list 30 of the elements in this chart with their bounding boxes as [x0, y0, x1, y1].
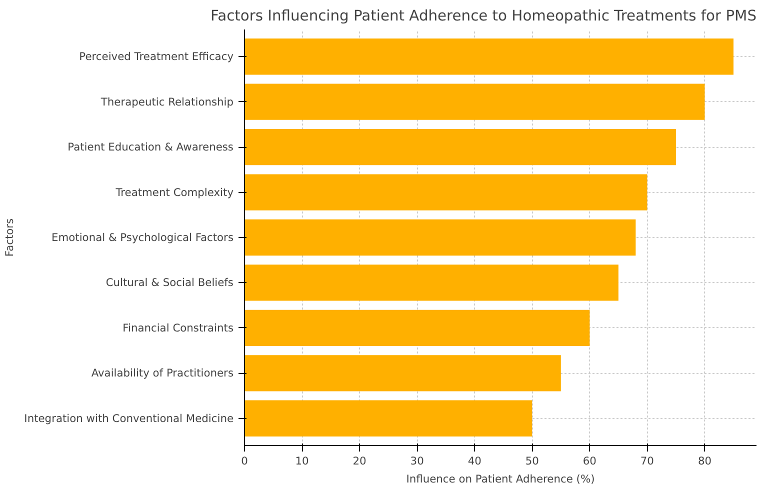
y-tick-label: Therapeutic Relationship [100, 95, 234, 108]
x-tick-label: 10 [295, 454, 310, 468]
x-axis-title: Influence on Patient Adherence (%) [406, 472, 595, 486]
y-tick-label: Patient Education & Awareness [68, 140, 234, 154]
x-tick-label: 0 [241, 454, 248, 468]
bar [244, 174, 648, 210]
y-tick-label: Cultural & Social Beliefs [106, 276, 234, 290]
x-tick-label: 40 [468, 454, 482, 468]
bar [244, 310, 590, 346]
y-tick-label: Availability of Practitioners [91, 366, 234, 380]
y-tick-label: Treatment Complexity [114, 186, 234, 199]
x-tick-label: 60 [582, 454, 597, 468]
x-tick-label: 80 [698, 454, 712, 468]
x-tick-label: 50 [525, 454, 540, 468]
x-tick-label: 70 [640, 454, 654, 468]
y-tick-label: Emotional & Psychological Factors [52, 231, 234, 244]
chart-title: Factors Influencing Patient Adherence to Homeopathic Treatments for PMS [210, 8, 757, 24]
bar [244, 264, 618, 301]
y-tick-label: Financial Constraints [122, 321, 234, 334]
bar [244, 219, 636, 256]
y-tick-label: Perceived Treatment Efficacy [79, 50, 234, 64]
bar [244, 355, 561, 392]
bar [244, 84, 705, 120]
bar [244, 128, 676, 166]
y-tick-label: Integration with Conventional Medicine [24, 412, 234, 425]
bar [244, 400, 532, 436]
x-tick-label: 20 [352, 454, 367, 468]
x-tick-label: 30 [410, 454, 424, 468]
bar [244, 38, 734, 75]
y-axis-title: Factors [3, 218, 16, 257]
